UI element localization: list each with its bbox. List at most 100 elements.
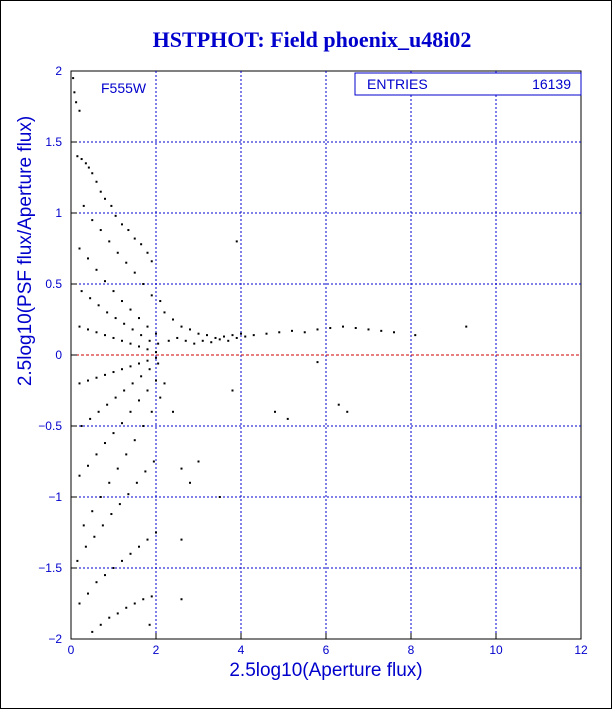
data-point-0-107 (135, 481, 138, 484)
data-point-0-39 (155, 332, 157, 335)
data-point-0-144 (218, 338, 221, 341)
stats-entries-label: ENTRIES (367, 76, 428, 92)
data-point-0-118 (146, 538, 149, 541)
data-point-0-74 (114, 396, 117, 399)
data-point-0-86 (129, 410, 132, 413)
data-point-0-176 (180, 598, 183, 601)
data-point-0-94 (116, 467, 119, 470)
data-point-0-121 (99, 623, 102, 626)
data-point-0-6 (84, 162, 87, 165)
data-point-0-80 (78, 474, 81, 477)
data-point-0-101 (84, 545, 87, 548)
data-point-0-168 (163, 382, 166, 385)
data-point-0-2 (75, 101, 78, 104)
data-point-0-45 (123, 322, 126, 325)
data-point-0-102 (93, 535, 96, 538)
data-point-0-162 (316, 361, 319, 364)
data-point-0-129 (172, 318, 174, 321)
data-point-0-84 (112, 432, 115, 435)
data-point-0-85 (121, 422, 123, 425)
data-point-0-82 (95, 453, 98, 456)
data-point-0-5 (80, 158, 83, 161)
x-tick-label-4: 8 (408, 643, 415, 657)
data-point-0-59 (155, 351, 157, 354)
data-point-0-96 (133, 439, 136, 442)
data-point-0-160 (414, 334, 417, 337)
y-tick-label-6: 1 (55, 206, 62, 220)
x-tick-label-2: 4 (238, 643, 245, 657)
data-point-0-161 (465, 325, 468, 328)
data-point-0-41 (89, 297, 92, 300)
data-point-0-75 (123, 389, 126, 392)
data-point-0-139 (176, 336, 179, 339)
data-point-0-28 (150, 294, 153, 297)
data-point-0-61 (87, 379, 89, 382)
x-axis-ticks: 0 2 4 6 8 10 12 (68, 633, 588, 657)
data-point-0-43 (106, 311, 109, 314)
data-point-0-47 (140, 334, 143, 337)
data-point-0-152 (303, 331, 306, 334)
data-point-0-113 (104, 574, 106, 577)
data-point-0-141 (193, 342, 196, 345)
y-tick-label-5: 0.5 (45, 277, 62, 291)
x-tick-label-3: 6 (323, 643, 330, 657)
data-point-0-24 (116, 251, 119, 254)
data-point-0-79 (157, 362, 160, 365)
data-point-0-69 (155, 356, 157, 359)
data-point-0-172 (197, 460, 200, 463)
data-point-0-130 (180, 325, 183, 328)
y-tick-label-4: 0 (55, 348, 62, 362)
y-tick-label-1: −1.5 (38, 561, 62, 575)
data-point-0-23 (108, 240, 111, 243)
data-point-0-58 (146, 348, 149, 351)
data-point-0-3 (78, 109, 81, 112)
data-point-0-122 (108, 616, 111, 619)
stats-box (354, 72, 582, 96)
data-point-0-173 (218, 496, 221, 498)
data-point-0-44 (114, 317, 117, 320)
data-point-0-112 (95, 581, 98, 584)
data-point-0-78 (148, 368, 151, 371)
data-point-0-135 (223, 335, 225, 338)
data-point-0-92 (99, 496, 102, 498)
y-tick-label-7: 1.5 (45, 135, 62, 149)
data-point-0-151 (291, 329, 293, 332)
data-point-0-89 (155, 379, 157, 382)
data-point-0-148 (252, 334, 255, 337)
x-tick-label-0: 0 (68, 643, 75, 657)
data-point-0-98 (150, 410, 153, 413)
y-tick-label-0: −2 (48, 632, 62, 646)
data-point-0-20 (82, 204, 85, 207)
data-point-0-22 (99, 229, 102, 232)
data-point-0-25 (125, 261, 128, 264)
data-point-0-95 (125, 453, 128, 456)
data-point-0-171 (189, 481, 191, 484)
data-point-0-126 (142, 598, 145, 601)
data-point-0-128 (163, 311, 166, 314)
chart-title: HSTPHOT: Field phoenix_u48i02 (153, 27, 472, 52)
data-point-0-8 (91, 172, 94, 175)
data-point-0-63 (104, 373, 106, 376)
data-point-0-16 (133, 237, 136, 240)
data-point-0-50 (78, 325, 81, 328)
data-point-0-76 (131, 382, 134, 385)
data-point-0-149 (265, 332, 268, 335)
data-point-0-32 (95, 268, 98, 271)
data-point-0-68 (146, 359, 149, 362)
data-point-0-167 (231, 389, 234, 392)
data-point-0-36 (129, 308, 132, 311)
data-point-0-48 (148, 339, 151, 342)
data-point-0-21 (91, 219, 94, 222)
data-point-0-30 (78, 247, 81, 250)
data-point-0-65 (121, 368, 123, 371)
x-tick-label-6: 12 (574, 643, 588, 657)
data-point-0-133 (206, 334, 208, 337)
y-tick-label-8: 2 (55, 64, 62, 78)
data-point-0-150 (278, 331, 281, 334)
data-point-0-10 (99, 190, 102, 193)
data-point-0-57 (138, 345, 140, 348)
data-point-0-54 (112, 336, 115, 339)
data-point-0-60 (78, 382, 81, 385)
data-point-0-120 (91, 630, 94, 633)
